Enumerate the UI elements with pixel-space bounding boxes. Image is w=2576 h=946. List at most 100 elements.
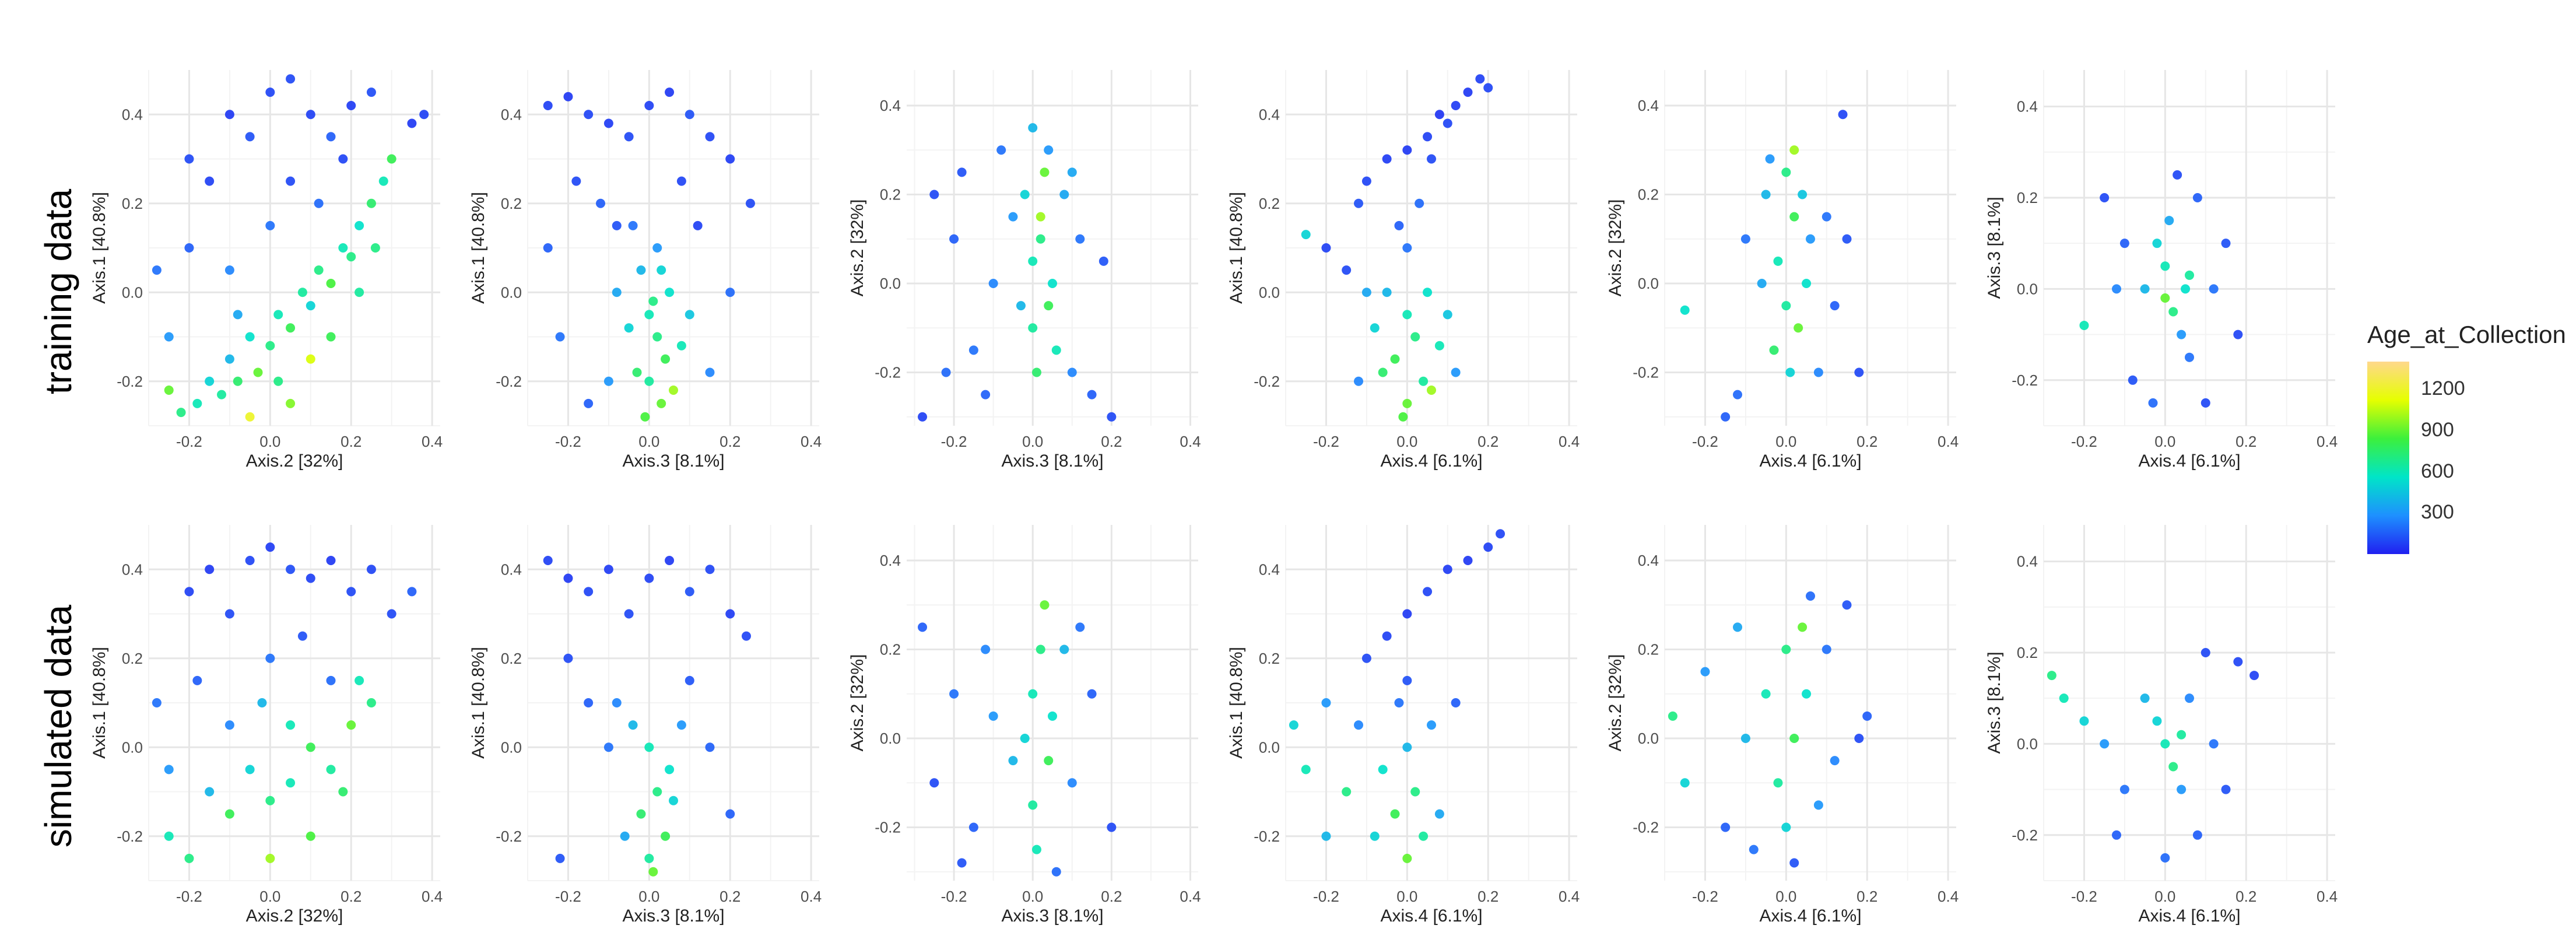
- data-point: [1016, 301, 1026, 311]
- y-tick-label: 0.2: [1259, 650, 1280, 667]
- y-tick-label: -0.2: [875, 819, 901, 836]
- data-point: [1854, 367, 1864, 377]
- data-point: [1813, 367, 1823, 377]
- data-point: [685, 675, 694, 685]
- data-point: [1410, 332, 1420, 342]
- data-point: [1342, 787, 1352, 797]
- x-tick-label: 0.2: [1856, 433, 1877, 450]
- data-point: [387, 609, 396, 619]
- y-tick-label: 0.0: [880, 275, 901, 292]
- data-point: [286, 323, 296, 333]
- data-point: [346, 101, 356, 110]
- data-point: [326, 765, 336, 775]
- data-point: [652, 243, 662, 253]
- data-point: [644, 573, 654, 583]
- data-point: [1040, 167, 1050, 177]
- data-point: [929, 190, 939, 199]
- data-point: [669, 796, 678, 805]
- data-point: [1370, 323, 1380, 333]
- data-point: [2168, 307, 2178, 317]
- x-tick-label: -0.2: [176, 888, 202, 905]
- data-point: [326, 675, 336, 685]
- data-point: [1427, 720, 1436, 730]
- data-point: [2119, 239, 2129, 248]
- data-point: [676, 176, 686, 186]
- data-point: [346, 252, 356, 262]
- scatter-panel-7: -0.2 0.0 0.2 0.4 -0.2 0.0 0.2 0.4 Axis.2 [32%] Ax…: [90, 525, 443, 926]
- data-point: [1761, 689, 1771, 699]
- data-point: [957, 167, 967, 177]
- data-point: [265, 853, 275, 863]
- data-point: [184, 587, 194, 597]
- data-point: [1680, 778, 1690, 788]
- y-tick-label: 0.2: [1638, 641, 1659, 658]
- y-tick-label: 0.0: [2017, 280, 2038, 297]
- x-tick-label: -0.2: [2071, 888, 2097, 905]
- data-point: [676, 720, 686, 730]
- data-point: [661, 831, 671, 841]
- data-point: [366, 565, 376, 574]
- data-point: [1342, 265, 1352, 275]
- data-point: [988, 279, 998, 288]
- data-point: [563, 92, 573, 101]
- data-point: [652, 787, 662, 797]
- data-point: [2185, 352, 2194, 362]
- data-point: [685, 110, 694, 120]
- data-point: [705, 367, 715, 377]
- data-point: [326, 132, 336, 142]
- data-point: [1031, 845, 1041, 854]
- data-point: [2140, 284, 2150, 294]
- y-tick-label: 0.0: [501, 283, 522, 301]
- data-point: [370, 243, 380, 253]
- data-point: [1463, 556, 1473, 565]
- data-point: [665, 765, 675, 775]
- data-point: [1423, 132, 1433, 142]
- x-tick-label: 0.0: [1396, 888, 1417, 905]
- data-point: [217, 390, 226, 400]
- scatter-panel-6: -0.2 0.0 0.2 0.4 -0.2 0.0 0.2 0.4 Axis.4 [6.1%] A…: [1985, 70, 2338, 471]
- data-point: [1423, 587, 1433, 597]
- scatter-panel-12: -0.2 0.0 0.2 0.4 -0.2 0.0 0.2 0.4 Axis.4 [6.1%] A…: [1985, 525, 2338, 926]
- y-tick-label: 0.4: [880, 552, 901, 569]
- data-point: [596, 198, 605, 208]
- data-point: [603, 565, 613, 574]
- data-point: [1051, 867, 1061, 877]
- data-point: [968, 345, 978, 355]
- data-point: [1099, 256, 1108, 266]
- y-tick-label: -0.2: [2012, 826, 2038, 844]
- data-point: [286, 74, 296, 84]
- y-tick-label: 0.4: [1638, 97, 1659, 114]
- data-point: [1107, 412, 1117, 422]
- data-point: [1740, 234, 1750, 244]
- data-point: [1451, 698, 1461, 707]
- color-legend: Age_at_Collection 1200 900 600 300: [2367, 321, 2576, 566]
- data-point: [1390, 354, 1400, 364]
- x-axis-label: Axis.3 [8.1%]: [1001, 451, 1103, 471]
- data-point: [584, 698, 594, 707]
- y-tick-label: 0.0: [2017, 735, 2038, 752]
- x-tick-label: 0.2: [2235, 888, 2256, 905]
- data-point: [2209, 739, 2219, 749]
- data-point: [1028, 800, 1038, 810]
- data-point: [1721, 822, 1731, 832]
- y-tick-label: 0.2: [1259, 195, 1280, 212]
- scatter-panel-1: -0.2 0.0 0.2 0.4 -0.2 0.0 0.2 0.4 Axis.2 [32%] Ax…: [90, 70, 443, 471]
- data-point: [1475, 74, 1485, 84]
- data-point: [1765, 154, 1775, 164]
- data-point: [1740, 734, 1750, 743]
- data-point: [685, 310, 694, 320]
- data-point: [224, 354, 234, 364]
- data-point: [1382, 154, 1392, 164]
- data-point: [644, 853, 654, 863]
- data-point: [1075, 622, 1085, 632]
- y-tick-label: 0.0: [1638, 730, 1659, 747]
- data-point: [929, 778, 939, 788]
- data-point: [941, 367, 951, 377]
- data-point: [1806, 591, 1815, 601]
- data-point: [224, 265, 234, 275]
- data-point: [996, 145, 1006, 155]
- y-tick-label: 0.2: [880, 641, 901, 658]
- y-tick-label: 0.4: [122, 106, 143, 123]
- data-point: [1028, 123, 1038, 133]
